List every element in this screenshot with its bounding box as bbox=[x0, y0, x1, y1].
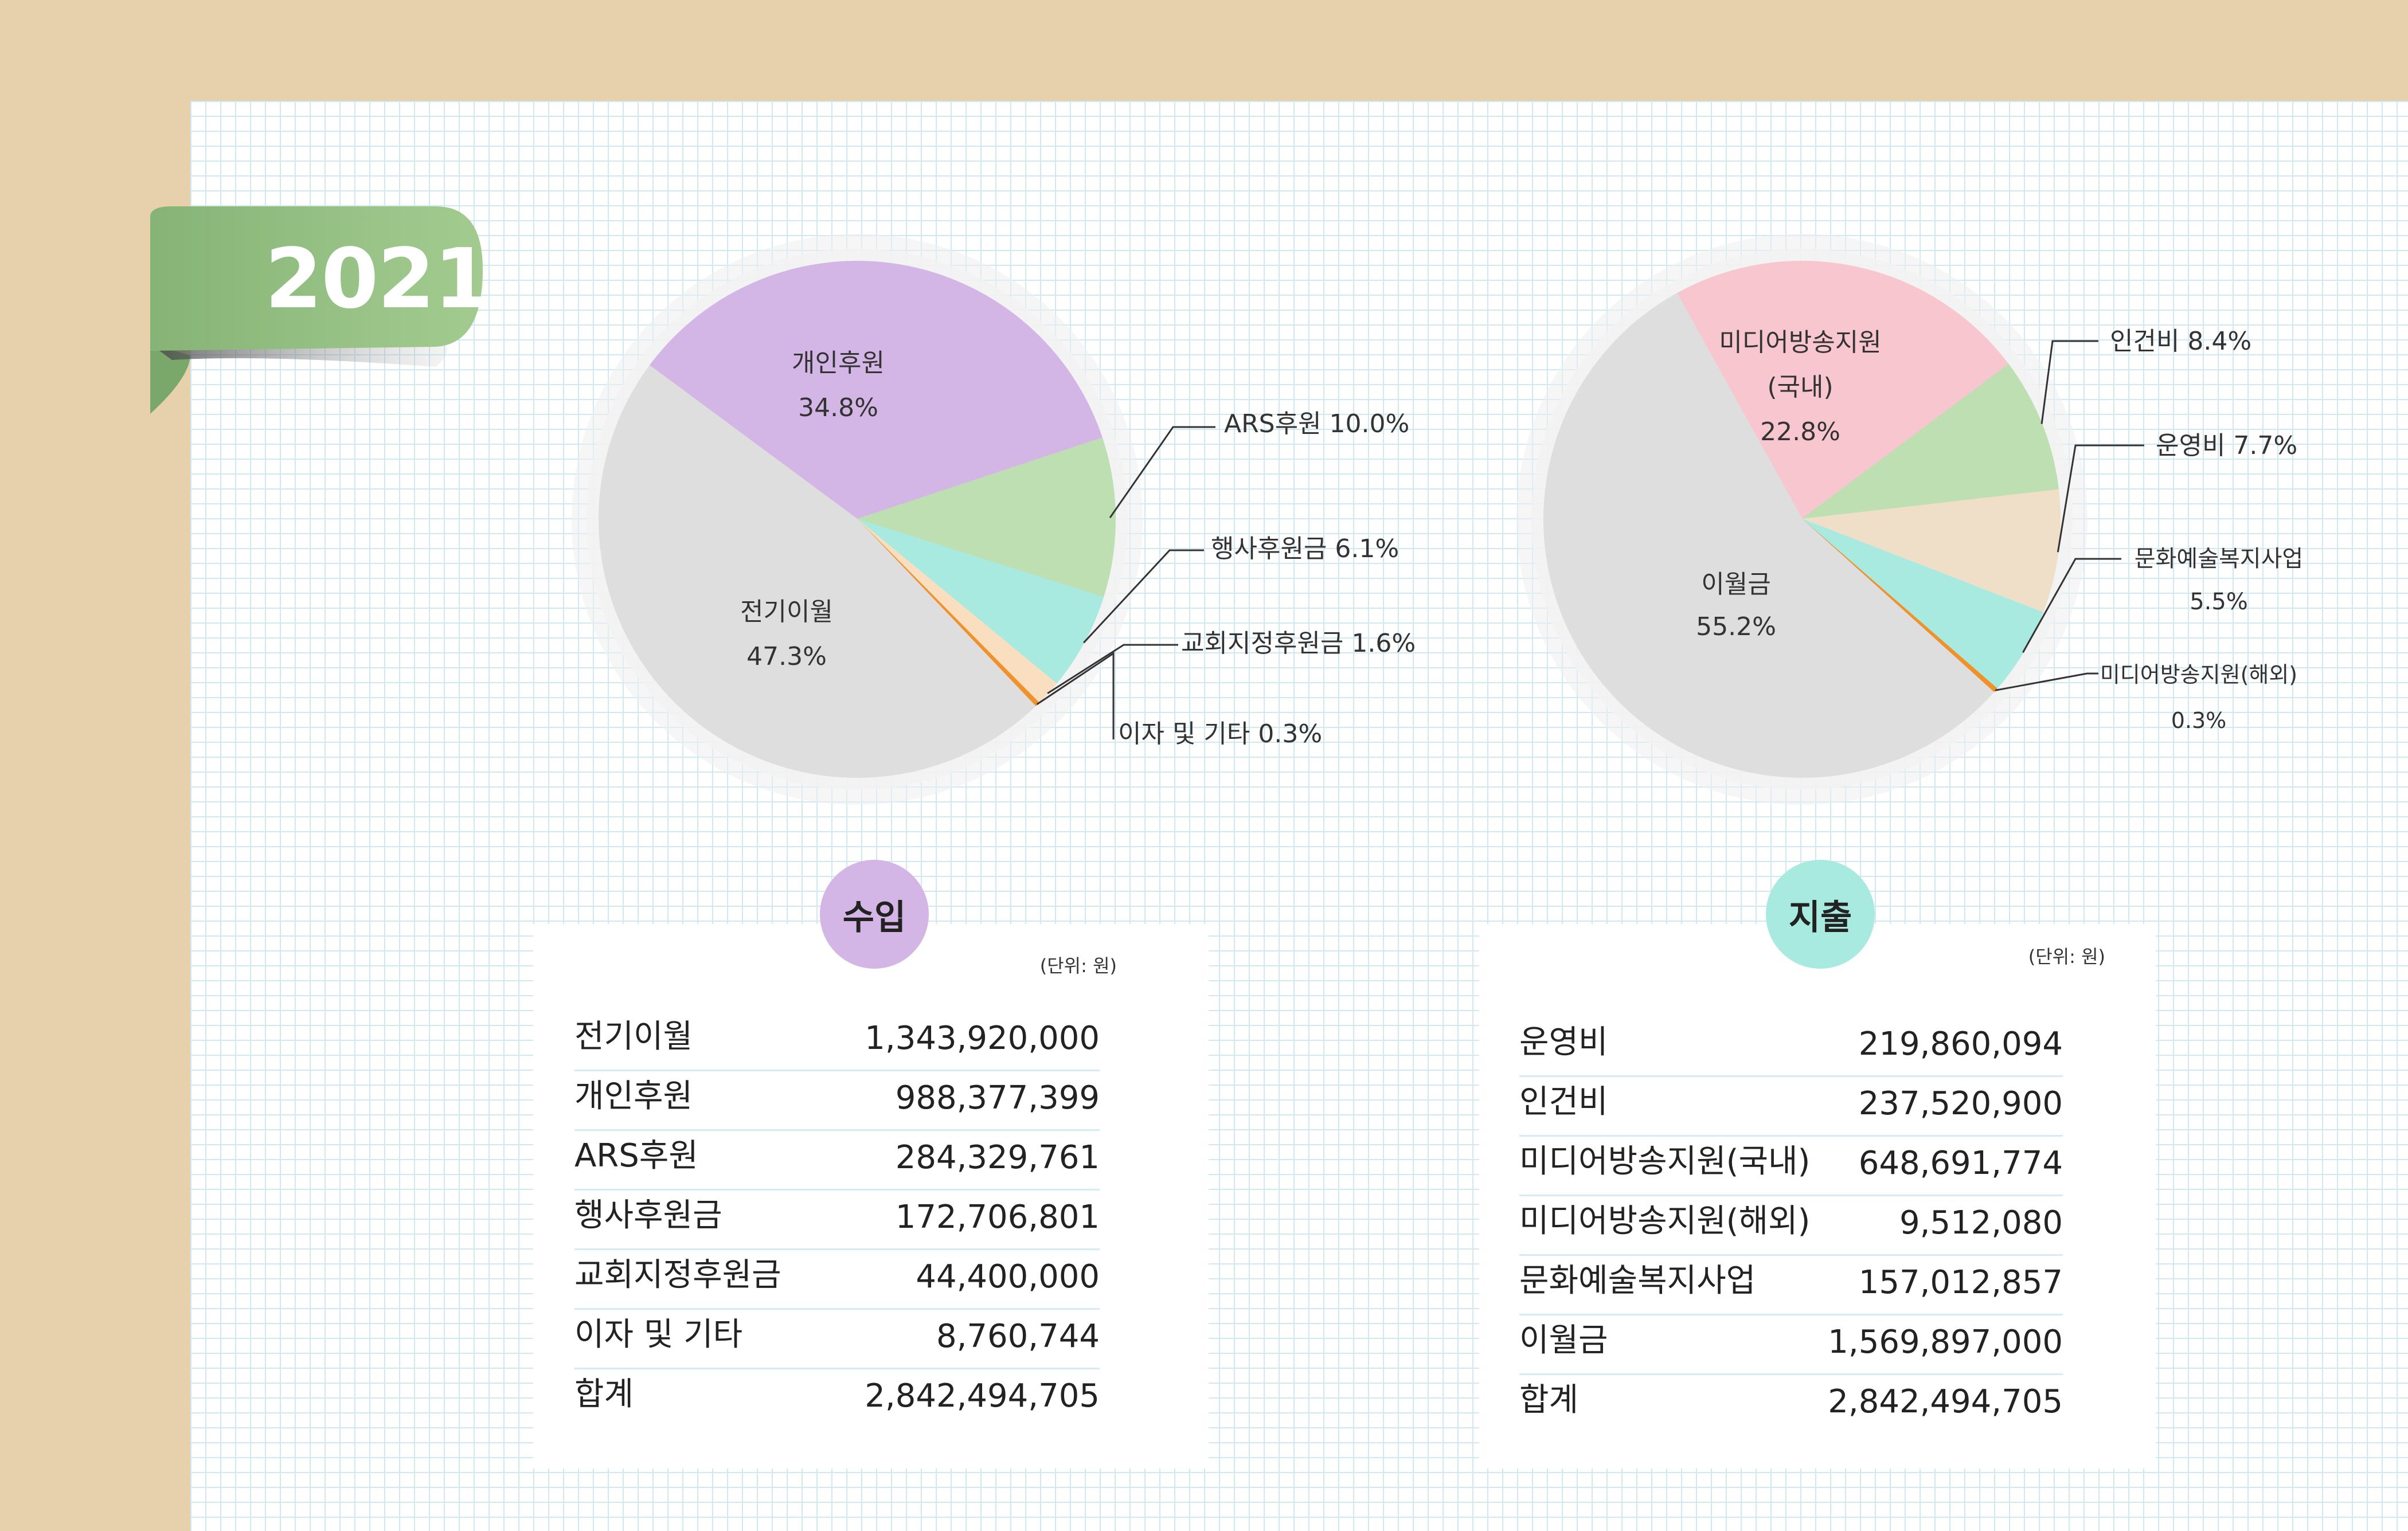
slice-label: 22.8% bbox=[1760, 417, 1840, 447]
slice-label: 이월금 bbox=[1701, 570, 1770, 599]
table-row: 미디어방송지원(해외) 9,512,080 bbox=[1519, 1195, 2063, 1256]
pie-slice bbox=[599, 365, 1036, 778]
slice-label: 0.3% bbox=[2171, 708, 2227, 733]
row-label: 개인후원 bbox=[574, 1078, 693, 1115]
table-row: 인건비 237,520,900 bbox=[1519, 1075, 2063, 1137]
row-amount: 1,569,897,000 bbox=[1828, 1324, 2063, 1361]
slice-label: 미디어방송지원(해외) bbox=[2100, 662, 2297, 687]
row-amount: 8,760,744 bbox=[936, 1318, 1100, 1355]
pie-slice bbox=[1543, 293, 1995, 778]
slice-label: 전기이월 bbox=[740, 597, 833, 627]
table-row: 미디어방송지원(국내) 648,691,774 bbox=[1519, 1135, 2063, 1196]
pie-slice bbox=[648, 260, 1103, 520]
table-row: 문화예술복지사업 157,012,857 bbox=[1519, 1254, 2063, 1315]
table-row: 전기이월 1,343,920,000 bbox=[574, 1010, 1100, 1071]
leader-line bbox=[1995, 672, 2098, 691]
row-amount: 2,842,494,705 bbox=[865, 1377, 1100, 1415]
row-amount: 237,520,900 bbox=[1858, 1085, 2063, 1122]
leader-line bbox=[1109, 426, 1215, 519]
row-amount: 2,842,494,705 bbox=[1828, 1383, 2063, 1420]
income-unit-label: (단위: 원) bbox=[1039, 955, 1117, 977]
row-amount: 44,400,000 bbox=[916, 1258, 1100, 1295]
pie-slice bbox=[1676, 261, 2010, 520]
slice-label: 5.5% bbox=[2190, 589, 2248, 615]
slice-label: 47.3% bbox=[746, 642, 827, 671]
row-label: ARS후원 bbox=[574, 1137, 698, 1174]
pie-slice bbox=[1801, 519, 2043, 690]
row-amount: 648,691,774 bbox=[1858, 1145, 2063, 1182]
row-label: 운영비 bbox=[1519, 1024, 1608, 1061]
row-label: 인건비 bbox=[1519, 1083, 1608, 1121]
table-row: 운영비 219,860,094 bbox=[1519, 1016, 2063, 1077]
slice-label: 인건비 8.4% bbox=[2110, 327, 2251, 356]
row-amount: 9,512,080 bbox=[1899, 1204, 2063, 1242]
leader-line bbox=[1047, 644, 1178, 694]
expense-title-badge: 지출 bbox=[1766, 860, 1875, 969]
slice-label: 미디어방송지원 bbox=[1719, 328, 1881, 357]
table-row: 교회지정후원금 44,400,000 bbox=[574, 1248, 1100, 1310]
row-label: 행사후원금 bbox=[574, 1197, 722, 1234]
row-amount: 988,377,399 bbox=[895, 1079, 1100, 1117]
slice-label: 34.8% bbox=[798, 393, 878, 422]
row-label: 미디어방송지원(국내) bbox=[1519, 1143, 1811, 1180]
slice-label: 행사후원금 6.1% bbox=[1211, 534, 1399, 563]
row-label: 미디어방송지원(해외) bbox=[1519, 1203, 1811, 1240]
table-row: ARS후원 284,329,761 bbox=[574, 1129, 1100, 1191]
table-row: 합계 2,842,494,705 bbox=[1519, 1373, 2063, 1433]
slice-label: 교회지정후원금 1.6% bbox=[1181, 629, 1416, 658]
slice-label: 개인후원 bbox=[792, 349, 885, 378]
year-label: 2021 bbox=[265, 230, 491, 327]
row-amount: 157,012,857 bbox=[1858, 1264, 2063, 1301]
leader-line bbox=[1036, 652, 1115, 739]
pie-slice bbox=[1801, 489, 2061, 613]
pie-slice bbox=[855, 437, 1116, 598]
row-amount: 284,329,761 bbox=[895, 1139, 1100, 1176]
row-label: 전기이월 bbox=[574, 1018, 693, 1055]
row-label: 이자 및 기타 bbox=[574, 1316, 743, 1353]
table-row: 개인후원 988,377,399 bbox=[574, 1070, 1100, 1131]
leader-line bbox=[1083, 549, 1204, 644]
income-table-panel: (단위: 원) 전기이월 1,343,920,000 개인후원 988,377,399… bbox=[533, 924, 1209, 1469]
table-row: 행사후원금 172,706,801 bbox=[574, 1189, 1100, 1250]
table-row: 이자 및 기타 8,760,744 bbox=[574, 1308, 1100, 1369]
row-amount: 172,706,801 bbox=[895, 1199, 1100, 1236]
slice-label: 55.2% bbox=[1696, 612, 1776, 641]
row-label: 합계 bbox=[1519, 1381, 1579, 1419]
table-row: 이월금 1,569,897,000 bbox=[1519, 1314, 2063, 1375]
expense-unit-label: (단위: 원) bbox=[2028, 946, 2105, 968]
leader-line bbox=[2022, 558, 2121, 653]
row-label: 이월금 bbox=[1519, 1322, 1608, 1359]
income-title-badge: 수입 bbox=[820, 860, 929, 969]
row-amount: 219,860,094 bbox=[1858, 1025, 2063, 1063]
row-label: 문화예술복지사업 bbox=[1519, 1262, 1756, 1299]
row-label: 교회지정후원금 bbox=[574, 1256, 781, 1294]
expense-table-panel: (단위: 원) 운영비 219,860,094 인건비 237,520,900 미디어방… bbox=[1479, 924, 2156, 1469]
row-amount: 1,343,920,000 bbox=[865, 1020, 1100, 1057]
row-label: 합계 bbox=[574, 1376, 634, 1413]
slice-label: 운영비 7.7% bbox=[2156, 431, 2297, 460]
leader-line bbox=[2057, 444, 2144, 553]
slice-label: 문화예술복지사업 bbox=[2135, 546, 2303, 572]
leader-line bbox=[2040, 340, 2098, 424]
slice-label: (국내) bbox=[1767, 373, 1833, 402]
table-row: 합계 2,842,494,705 bbox=[574, 1368, 1100, 1427]
slice-label: ARS후원 10.0% bbox=[1224, 409, 1409, 438]
slice-label: 이자 및 기타 0.3% bbox=[1118, 719, 1322, 749]
